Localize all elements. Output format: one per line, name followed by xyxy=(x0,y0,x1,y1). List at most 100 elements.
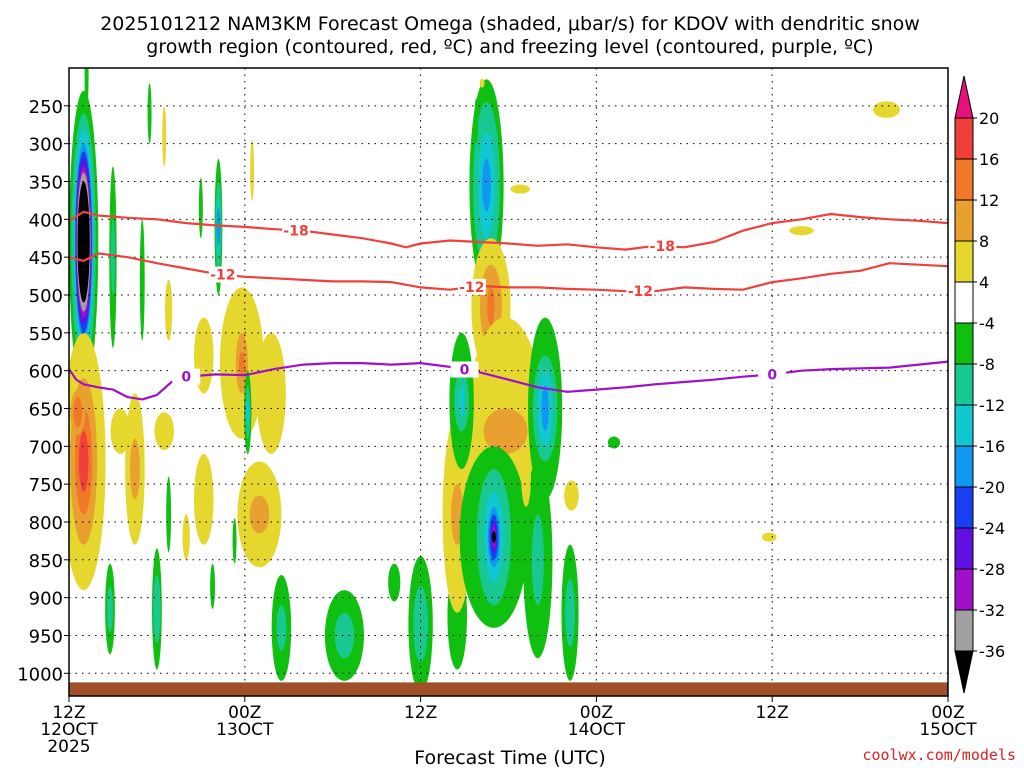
omega-shading-layer xyxy=(69,68,900,693)
omega-cell-16-level-0 xyxy=(194,453,214,545)
contour-label-2-2: 0 xyxy=(767,367,777,383)
omega-cell-19-level-2 xyxy=(245,400,250,424)
x-tick-label-2-1: 12Z xyxy=(404,703,437,723)
omega-cell-0-level-8 xyxy=(77,181,90,303)
colorbar-bin-10 xyxy=(954,527,974,570)
contour-label-bg-0-0 xyxy=(282,222,311,239)
y-tick-label-850: 850 xyxy=(29,551,63,572)
contour-label-2-1: 0 xyxy=(460,363,470,379)
x-tick-label-0-2: 12OCT xyxy=(40,720,98,740)
omega-cell-22-level-1 xyxy=(107,586,113,632)
colorbar-label-13: -36 xyxy=(979,642,1005,661)
omega-cell-39-level-2 xyxy=(458,385,465,417)
x-tick-label-3-2: 14OCT xyxy=(568,720,626,740)
omega-cell-21-level-0 xyxy=(182,514,190,560)
omega-cell-35-level-1 xyxy=(483,408,528,454)
x-tick-label-3-1: 00Z xyxy=(580,703,613,723)
omega-cell-45-level-0 xyxy=(607,436,621,449)
omega-cell-7-level-0 xyxy=(198,177,203,239)
y-tick-label-950: 950 xyxy=(29,626,63,647)
omega-cell-49-level-0 xyxy=(789,226,814,236)
omega-cell-32-level-3 xyxy=(482,158,491,212)
x-tick-label-5-1: 00Z xyxy=(931,703,964,723)
omega-cell-24-level-0 xyxy=(166,476,172,553)
y-tick-label-500: 500 xyxy=(29,286,63,307)
colorbar-bin-0 xyxy=(954,117,974,160)
x-tick-label-4-1: 12Z xyxy=(756,703,789,723)
contour-label-0-0: -18 xyxy=(283,223,308,239)
omega-cell-28-level-1 xyxy=(334,612,355,659)
x-tick-label-0-3: 2025 xyxy=(47,737,90,757)
colorbar-top-arrow xyxy=(954,75,974,119)
colorbar-bin-6 xyxy=(954,363,974,406)
surface-band xyxy=(69,682,948,696)
x-tick-label-5-2: 15OCT xyxy=(919,720,977,740)
contour-label-0-1: -18 xyxy=(650,239,675,255)
y-tick-label-250: 250 xyxy=(29,97,63,118)
colorbar-label-10: -24 xyxy=(979,519,1005,538)
omega-cell-33-level-0 xyxy=(474,98,479,144)
colorbar-bin-7 xyxy=(954,404,974,447)
x-axis-title: Forecast Time (UTC) xyxy=(414,747,605,768)
x-tick-label-1-1: 00Z xyxy=(228,703,261,723)
y-tick-label-650: 650 xyxy=(29,399,63,420)
y-tick-label-700: 700 xyxy=(29,437,63,458)
contour-label-1-2: -12 xyxy=(628,284,653,300)
colorbar-label-3: 8 xyxy=(979,232,989,251)
contour-line-0 xyxy=(69,210,948,251)
colorbar-label-5: -4 xyxy=(979,314,995,333)
omega-cell-11-level-1 xyxy=(130,438,140,500)
omega-cell-38-level-7 xyxy=(491,531,496,544)
omega-cell-13-level-0 xyxy=(154,412,174,451)
omega-cell-3-level-1 xyxy=(110,219,115,295)
omega-cell-8-level-0 xyxy=(250,139,255,201)
colorbar-label-1: 16 xyxy=(979,150,999,169)
omega-cell-18-level-0 xyxy=(256,332,286,454)
omega-cell-47-level-0 xyxy=(479,78,485,88)
omega-cell-20-level-1 xyxy=(249,495,270,534)
y-tick-label-800: 800 xyxy=(29,513,63,534)
pressure-gridlines xyxy=(69,68,948,696)
y-tick-label-750: 750 xyxy=(29,475,63,496)
omega-cell-1-level-0 xyxy=(84,68,89,118)
omega-cell-27-level-1 xyxy=(276,605,287,651)
colorbar-bin-11 xyxy=(954,568,974,611)
colorbar-label-12: -32 xyxy=(979,601,1005,620)
y-axis: 250 300 350 400 450 500 550 600 650 700 750 800 850 9… xyxy=(17,97,69,685)
omega-cell-29-level-1 xyxy=(413,586,428,662)
contour-label-1-1: -12 xyxy=(459,280,484,296)
omega-cell-44-level-1 xyxy=(565,578,575,647)
contour-label-bg-1-0 xyxy=(208,266,237,283)
colorbar-label-0: 20 xyxy=(979,109,999,128)
contour-layer: -18 -18 -12 -12 -12 0 0 0 xyxy=(69,210,948,401)
contour-label-bg-1-1 xyxy=(457,278,486,295)
colorbar-legend: 20 16 12 8 4 -4 -8 -12 -16 -20 -24 -28 -32 -36 xyxy=(954,75,1005,694)
x-tick-label-1-2: 13OCT xyxy=(216,720,274,740)
colorbar-label-6: -8 xyxy=(979,355,995,374)
omega-cell-40-level-3 xyxy=(541,385,549,432)
contour-label-1-0: -12 xyxy=(210,268,235,284)
omega-cell-42-level-0 xyxy=(564,480,579,511)
omega-cell-23-level-1 xyxy=(153,574,161,644)
y-tick-label-350: 350 xyxy=(29,172,63,193)
omega-cell-31-level-0 xyxy=(388,563,401,602)
omega-cell-48-level-0 xyxy=(873,101,900,118)
omega-cell-10-level-1 xyxy=(73,397,83,428)
omega-cell-43-level-0 xyxy=(521,446,531,507)
colorbar-label-4: 4 xyxy=(979,273,989,292)
contour-label-2-0: 0 xyxy=(181,370,191,386)
colorbar-bin-9 xyxy=(954,486,974,529)
colorbar-label-7: -12 xyxy=(979,396,1005,415)
credit-text: coolwx.com/models xyxy=(862,746,1016,764)
colorbar-bin-5 xyxy=(954,322,974,365)
omega-cell-4-level-0 xyxy=(139,219,145,341)
colorbar-bottom-arrow xyxy=(954,650,974,694)
omega-cell-5-level-0 xyxy=(162,105,167,167)
omega-cell-6-level-3 xyxy=(216,207,221,246)
colorbar-label-8: -16 xyxy=(979,437,1005,456)
y-tick-label-400: 400 xyxy=(29,210,63,231)
omega-cell-50-level-0 xyxy=(761,532,777,542)
contour-label-bg-2-1 xyxy=(450,361,479,378)
